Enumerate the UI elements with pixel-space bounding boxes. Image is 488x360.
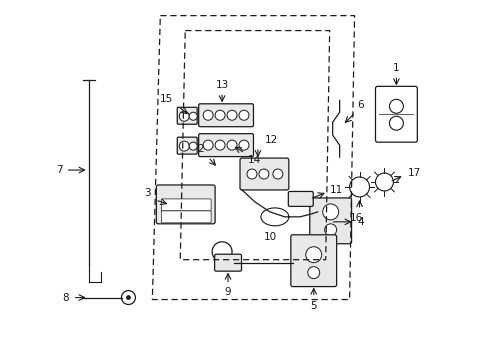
Circle shape [189,142,197,150]
FancyBboxPatch shape [198,134,253,157]
Circle shape [307,267,319,279]
Circle shape [179,141,189,151]
FancyBboxPatch shape [156,185,215,224]
Text: 1: 1 [392,63,399,73]
Text: 12: 12 [264,135,278,145]
Text: 14: 14 [247,155,261,165]
Text: 15: 15 [160,94,173,104]
Text: 4: 4 [357,217,364,227]
Circle shape [324,224,336,236]
Circle shape [239,110,248,120]
Text: 17: 17 [407,168,420,178]
Text: 10: 10 [263,232,276,242]
FancyBboxPatch shape [161,211,211,223]
Text: 13: 13 [215,80,228,90]
FancyBboxPatch shape [288,192,313,206]
Circle shape [121,291,135,305]
FancyBboxPatch shape [198,104,253,127]
Text: 3: 3 [143,188,150,198]
Text: 7: 7 [56,165,62,175]
Circle shape [212,242,232,262]
Circle shape [388,99,403,113]
Circle shape [305,247,321,263]
Circle shape [388,116,403,130]
Circle shape [226,110,237,120]
Text: 5: 5 [310,301,316,311]
Text: 2: 2 [197,144,203,154]
FancyBboxPatch shape [177,107,197,124]
Circle shape [259,169,268,179]
Text: 6: 6 [357,100,364,110]
Text: 11: 11 [329,185,342,195]
FancyBboxPatch shape [214,254,241,271]
Circle shape [226,140,237,150]
Circle shape [179,111,189,121]
Circle shape [349,177,369,197]
Circle shape [246,169,256,179]
Circle shape [322,204,338,220]
Circle shape [239,140,248,150]
FancyBboxPatch shape [309,198,351,244]
Text: 9: 9 [224,287,231,297]
Circle shape [203,140,213,150]
Circle shape [203,110,213,120]
Text: 8: 8 [62,293,68,302]
Circle shape [272,169,282,179]
Circle shape [126,296,130,300]
FancyBboxPatch shape [161,199,211,211]
Circle shape [215,110,224,120]
FancyBboxPatch shape [375,86,416,142]
FancyBboxPatch shape [240,158,288,190]
Circle shape [215,140,224,150]
Circle shape [375,173,393,191]
Text: 16: 16 [349,213,363,223]
Circle shape [189,112,197,120]
FancyBboxPatch shape [177,137,197,154]
FancyBboxPatch shape [290,235,336,287]
